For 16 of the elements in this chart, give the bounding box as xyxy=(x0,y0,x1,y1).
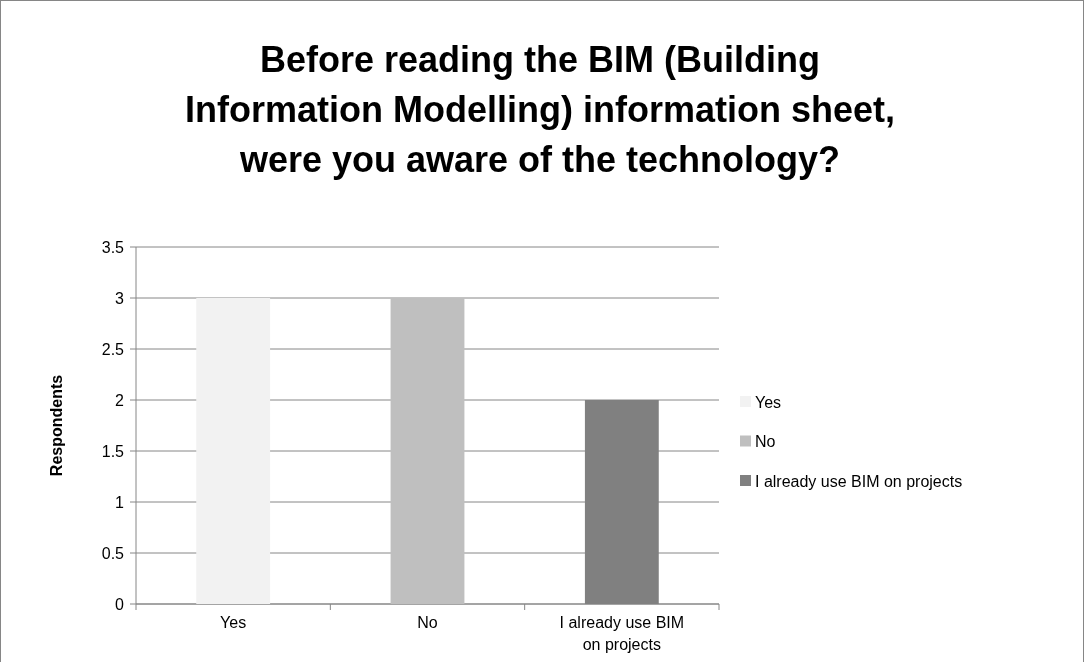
y-tick-label: 3 xyxy=(115,289,125,307)
x-tick-label: I already use BIM on projects xyxy=(559,614,685,653)
y-tick-label: 3.5 xyxy=(101,238,125,256)
chart-title: Before reading the BIM (Building Information Modelling) information sheet, were you aware of the technology? xyxy=(185,39,895,180)
y-tick-label: 1.5 xyxy=(101,442,125,460)
y-tick-label: 2 xyxy=(115,391,125,409)
y-tick-label: 0.5 xyxy=(101,544,125,562)
y-tick-label: 2.5 xyxy=(101,340,125,358)
y-tick-label: 0 xyxy=(115,595,125,613)
x-tick-label: No xyxy=(417,614,438,631)
legend-label: No xyxy=(755,433,776,451)
legend-label: I already use BIM on projects xyxy=(755,472,963,490)
x-tick-label: Yes xyxy=(220,614,247,631)
y-tick-label: 1 xyxy=(115,493,125,511)
legend-label: Yes xyxy=(755,393,782,411)
y-axis-title: Respondents xyxy=(48,374,65,477)
